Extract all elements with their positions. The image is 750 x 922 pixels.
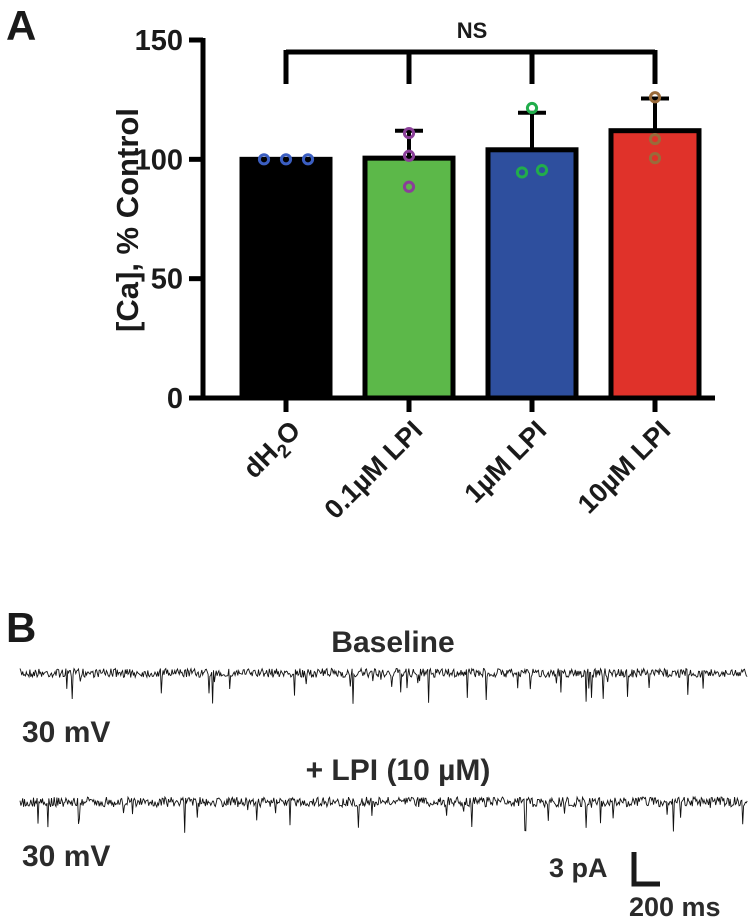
- panel-b-letter: B: [6, 604, 36, 651]
- x-tick-label-10um-lpi: 10µM LPI: [572, 415, 676, 519]
- data-point: [648, 91, 662, 104]
- data-point: [279, 153, 293, 166]
- data-point: [402, 180, 416, 193]
- data-point: [515, 166, 529, 179]
- bar: [485, 147, 579, 401]
- scale-bar-time-label: 200 ms: [629, 892, 721, 922]
- data-point: [535, 163, 549, 177]
- x-tick-label-dh2o: dH2O: [237, 415, 310, 488]
- data-point: [402, 126, 416, 140]
- y-tick-label: 0: [167, 383, 183, 415]
- data-point: [648, 132, 662, 146]
- panel-a-letter: A: [6, 2, 36, 49]
- bar: [362, 155, 456, 401]
- y-tick-label: 150: [135, 25, 183, 57]
- trace-title-lpi: + LPI (10 µM): [306, 754, 491, 787]
- x-tick-label-0-1um-lpi: 0.1µM LPI: [319, 415, 429, 525]
- current-trace-baseline: [19, 666, 748, 704]
- y-tick-label: 50: [151, 264, 183, 296]
- scale-bar: [631, 852, 660, 887]
- scale-bar-current-label: 3 pA: [549, 853, 608, 883]
- bar-plot: 0 50 100 150: [135, 25, 715, 415]
- data-point: [525, 101, 539, 115]
- trace-voltage-lpi: 30 mV: [22, 840, 110, 873]
- data-point: [648, 152, 662, 165]
- y-axis-label: [Ca], % Control: [110, 108, 145, 332]
- data-point: [402, 149, 416, 162]
- y-tick-label: 100: [135, 144, 183, 176]
- x-tick-label-1um-lpi: 1µM LPI: [458, 415, 552, 509]
- data-point: [257, 153, 271, 166]
- significance-label: NS: [457, 18, 488, 43]
- data-point: [301, 153, 315, 166]
- bar: [608, 128, 702, 401]
- trace-voltage-baseline: 30 mV: [22, 716, 110, 749]
- trace-title-baseline: Baseline: [331, 626, 454, 659]
- current-trace-lpi: [19, 795, 748, 833]
- bar: [239, 156, 333, 401]
